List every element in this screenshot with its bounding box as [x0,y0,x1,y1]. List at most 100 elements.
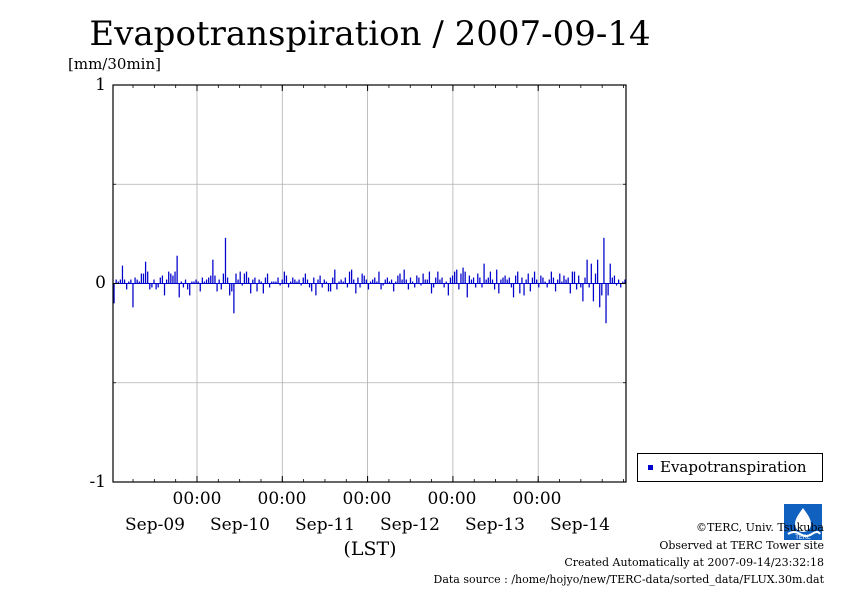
data-bar [607,283,609,296]
data-bar [613,275,616,284]
data-bar [369,281,372,284]
data-bar [561,281,563,284]
data-bar [218,279,220,284]
data-bar [414,283,416,288]
data-bar [336,283,338,290]
data-bar [338,281,340,284]
data-bar [578,275,580,284]
data-bar [266,273,269,284]
legend-label: Evapotranspiration [660,458,807,476]
x-time-label: 00:00 [342,489,392,509]
data-bar [548,279,550,284]
data-bar [487,277,489,284]
data-bar [489,271,492,284]
x-axis-label: (LST) [343,538,397,560]
data-bar [254,277,256,284]
data-bar [569,283,571,294]
data-bar [224,237,227,284]
data-bar [504,275,506,284]
data-bar [294,279,296,284]
data-bar [405,279,407,284]
data-bar [252,279,254,284]
data-bar [329,283,332,292]
data-bar [184,279,187,284]
data-bar [500,279,502,284]
chart-title: Evapotranspiration / 2007-09-14 [89,14,651,54]
x-day-label: Sep-10 [210,515,270,535]
data-bar [287,283,290,288]
data-bar [557,279,559,284]
data-bar [588,283,590,288]
data-bar [580,283,582,288]
y-axis-unit: [mm/30min] [68,55,161,73]
data-bar [191,281,193,284]
data-bar [533,271,536,284]
data-bar [586,259,588,284]
data-bar [546,283,548,288]
data-bar [355,283,357,294]
data-bar [199,283,201,292]
data-bar [350,269,353,284]
data-bar [157,283,159,288]
y-tick-label: 0 [95,273,106,293]
legend: Evapotranspiration [637,453,823,482]
data-bar [481,283,483,288]
data-bar [590,263,592,284]
data-bar [479,277,481,284]
data-bar [220,283,222,290]
data-bar [275,281,277,284]
data-bar [165,279,168,284]
y-tick-label: -1 [89,472,106,492]
data-bar [153,279,155,284]
data-bar [212,259,214,284]
data-bar [596,259,599,284]
data-bar [119,279,121,284]
data-bar [273,281,275,284]
data-bar [510,283,513,288]
data-bar [624,279,626,284]
data-bar [485,279,487,284]
data-bar [144,261,147,284]
data-bar [512,283,515,298]
data-bar [365,279,367,284]
data-bar [172,275,174,284]
data-bar [222,273,225,284]
data-bar [454,271,456,284]
data-bar [523,283,525,296]
data-bar [363,275,365,284]
data-bar [128,281,130,284]
data-bar [197,281,199,284]
data-bar [519,283,521,294]
data-bar [403,269,405,284]
data-bar [256,283,258,292]
data-bar [470,279,473,284]
created-text: Created Automatically at 2007-09-14/23:3… [564,556,824,569]
data-bar [514,275,517,284]
data-bar [239,271,241,284]
data-bar [609,263,611,284]
data-bar [208,277,210,284]
data-bar [525,279,527,284]
data-bar [283,271,285,284]
data-bar [302,277,304,284]
data-bar [195,279,197,284]
data-bar [130,279,132,284]
data-bar [149,283,151,290]
data-bar [170,273,172,284]
data-bar [622,281,624,284]
data-bar [317,279,319,284]
data-bar [140,273,143,284]
data-bar [401,279,403,284]
axis-ticks [113,84,626,483]
data-bar [483,263,485,284]
data-bar [296,281,298,284]
data-bar [132,283,134,308]
data-bar [502,277,504,284]
data-bar [521,277,523,284]
data-bar [161,275,164,284]
data-bar [201,277,203,284]
data-bar [298,279,300,284]
data-bar [445,281,447,284]
data-bar [382,283,384,286]
data-bar [325,281,328,284]
